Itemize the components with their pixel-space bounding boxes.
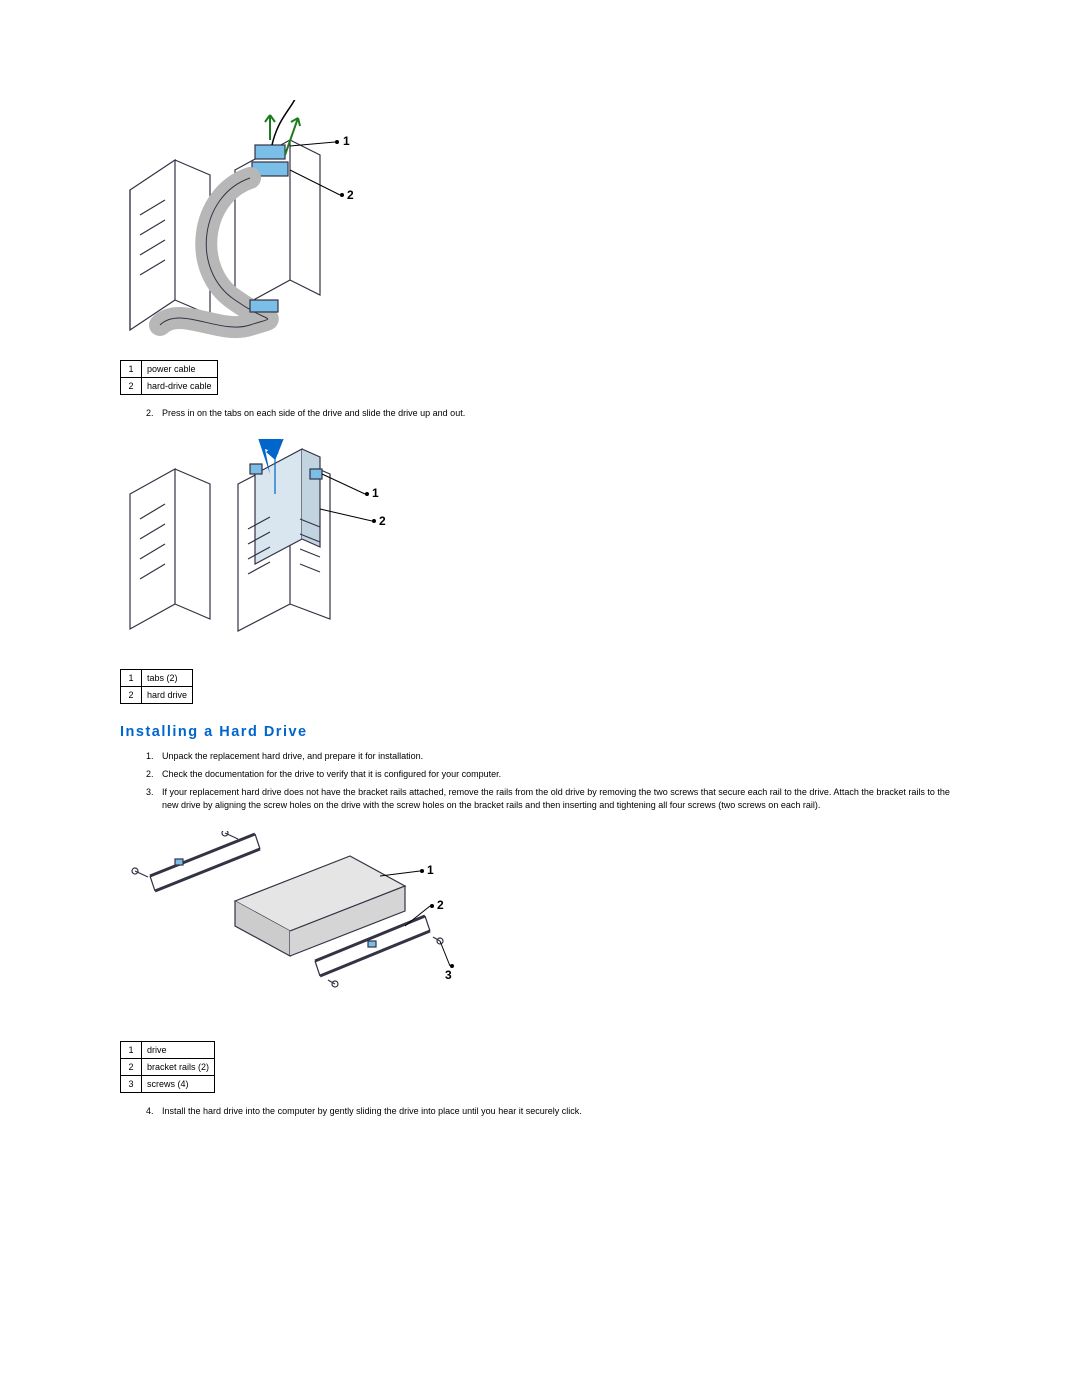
table-cell-label: bracket rails (2) xyxy=(142,1058,215,1075)
table-row: 1 drive xyxy=(121,1041,215,1058)
table-row: 3 screws (4) xyxy=(121,1075,215,1092)
table-cell-label: hard drive xyxy=(142,687,193,704)
section-title: Installing a Hard Drive xyxy=(120,724,950,740)
table-cell-label: power cable xyxy=(142,361,218,378)
step-item: Check the documentation for the drive to… xyxy=(156,768,950,780)
table-cell-label: hard-drive cable xyxy=(142,378,218,395)
table-row: 1 power cable xyxy=(121,361,218,378)
step-item: Press in on the tabs on each side of the… xyxy=(156,407,950,419)
table-cell-label: screws (4) xyxy=(142,1075,215,1092)
steps-remove: Press in on the tabs on each side of the… xyxy=(120,407,950,419)
table-cell-num: 3 xyxy=(121,1075,142,1092)
steps-install: Unpack the replacement hard drive, and p… xyxy=(120,750,950,811)
table-cell-num: 1 xyxy=(121,1041,142,1058)
table-cell-num: 1 xyxy=(121,361,142,378)
fig3-callout-2: 2 xyxy=(437,898,444,912)
table-row: 2 hard drive xyxy=(121,687,193,704)
fig2-callout-2: 2 xyxy=(379,514,386,528)
page-container: 1 2 1 power cable 2 hard-drive cable Pre… xyxy=(120,0,950,1337)
step-item: If your replacement hard drive does not … xyxy=(156,786,950,810)
table-cell-num: 2 xyxy=(121,1058,142,1075)
table-cell-num: 2 xyxy=(121,378,142,395)
table-row: 1 tabs (2) xyxy=(121,670,193,687)
fig2-callout-1: 1 xyxy=(372,486,379,500)
table-row: 2 bracket rails (2) xyxy=(121,1058,215,1075)
figure-slide: 1 2 xyxy=(120,439,420,649)
fig3-callout-3: 3 xyxy=(445,968,452,982)
table-cables: 1 power cable 2 hard-drive cable xyxy=(120,360,218,395)
fig1-callout-1: 1 xyxy=(343,134,350,148)
table-row: 2 hard-drive cable xyxy=(121,378,218,395)
fig3-callout-1: 1 xyxy=(427,863,434,877)
table-tabs: 1 tabs (2) 2 hard drive xyxy=(120,669,193,704)
fig1-callout-2: 2 xyxy=(347,188,354,202)
table-rails: 1 drive 2 bracket rails (2) 3 screws (4) xyxy=(120,1041,215,1093)
table-cell-label: tabs (2) xyxy=(142,670,193,687)
table-cell-label: drive xyxy=(142,1041,215,1058)
step-item: Unpack the replacement hard drive, and p… xyxy=(156,750,950,762)
table-cell-num: 2 xyxy=(121,687,142,704)
figure-cables: 1 2 xyxy=(120,100,420,340)
step-item: Install the hard drive into the computer… xyxy=(156,1105,950,1117)
figure-rails: 1 2 3 xyxy=(120,831,460,1021)
steps-install-cont: Install the hard drive into the computer… xyxy=(120,1105,950,1117)
table-cell-num: 1 xyxy=(121,670,142,687)
